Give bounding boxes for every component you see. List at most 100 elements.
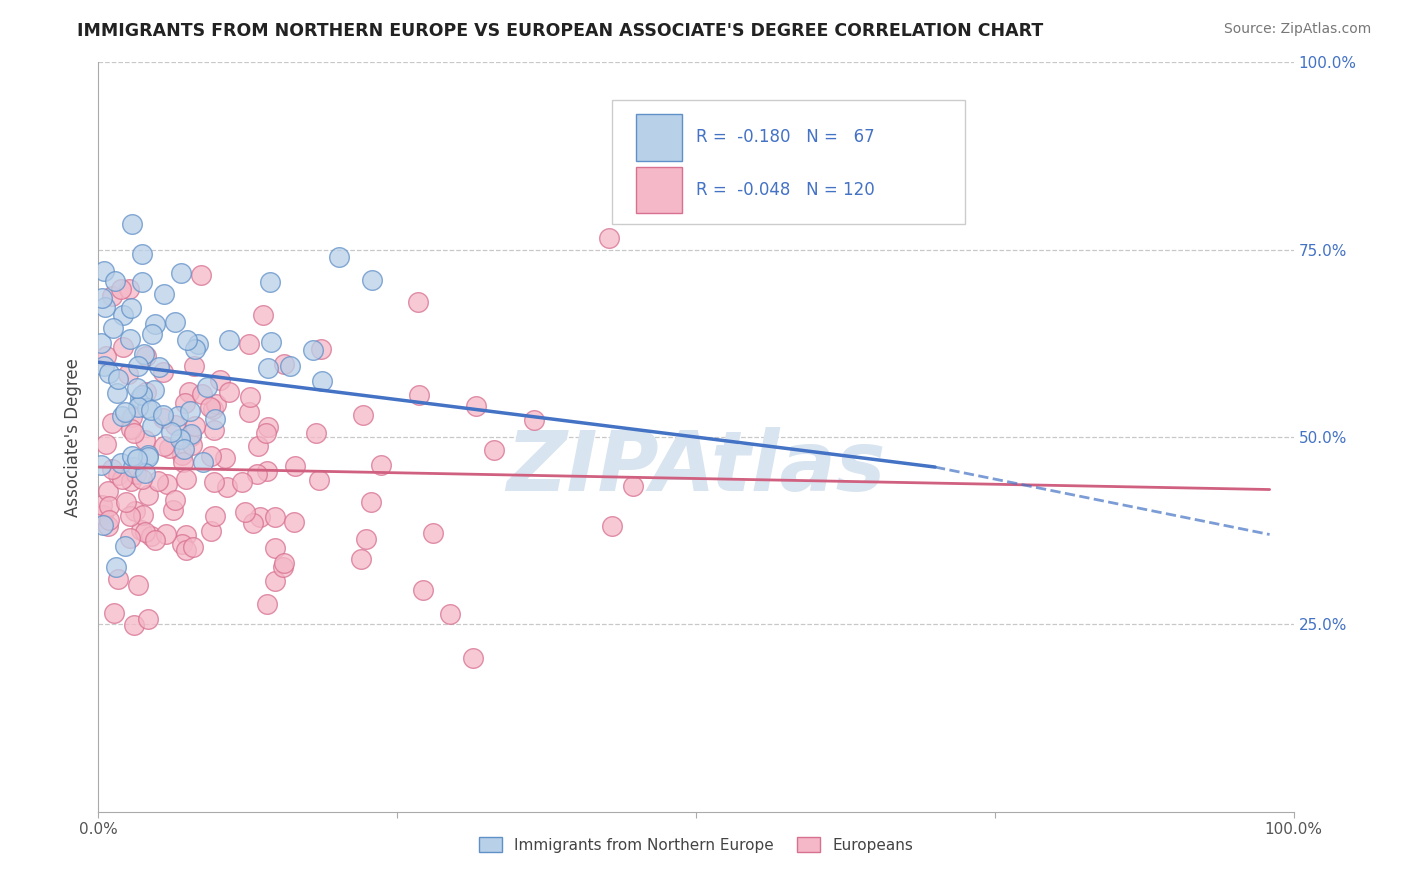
Point: [360, 495, 382, 509]
Point: [97, 518, 120, 533]
Point: [131, 523, 153, 537]
Point: [422, 525, 444, 540]
FancyBboxPatch shape: [613, 100, 965, 224]
Point: [136, 488, 159, 502]
Point: [193, 454, 215, 468]
Point: [120, 422, 142, 436]
Bar: [637, 114, 682, 161]
Point: [166, 409, 188, 423]
Point: [91, 518, 114, 533]
Point: [139, 529, 162, 543]
Point: [127, 577, 149, 591]
Y-axis label: Associate's Degree: Associate's Degree: [65, 358, 83, 516]
Point: [152, 365, 174, 379]
Point: [115, 495, 138, 509]
Point: [155, 476, 177, 491]
Point: [598, 230, 620, 244]
Point: [152, 408, 174, 422]
Point: [273, 556, 295, 570]
Point: [131, 247, 153, 261]
Point: [263, 574, 285, 588]
Point: [104, 559, 127, 574]
Point: [176, 333, 198, 347]
Point: [280, 359, 302, 373]
Point: [118, 332, 141, 346]
Point: [169, 432, 191, 446]
Point: [107, 572, 129, 586]
Point: [218, 385, 240, 400]
Point: [202, 475, 225, 490]
Point: [247, 439, 270, 453]
Point: [122, 425, 145, 440]
Point: [271, 560, 294, 574]
Point: [257, 361, 280, 376]
Point: [135, 401, 157, 415]
Point: [283, 515, 305, 529]
Point: [136, 450, 159, 464]
Point: [179, 404, 201, 418]
Point: [204, 412, 226, 426]
Point: [127, 400, 149, 414]
Point: [93, 359, 115, 374]
Point: [259, 275, 281, 289]
Point: [121, 459, 143, 474]
Point: [132, 347, 155, 361]
Point: [165, 417, 187, 432]
Point: [152, 439, 174, 453]
Text: IMMIGRANTS FROM NORTHERN EUROPE VS EUROPEAN ASSOCIATE'S DEGREE CORRELATION CHART: IMMIGRANTS FROM NORTHERN EUROPE VS EUROP…: [77, 22, 1043, 40]
Point: [125, 467, 148, 482]
Point: [170, 449, 193, 463]
Text: Source: ZipAtlas.com: Source: ZipAtlas.com: [1223, 22, 1371, 37]
Point: [165, 315, 187, 329]
Point: [181, 540, 204, 554]
Point: [135, 384, 157, 399]
Point: [143, 533, 166, 547]
Point: [200, 524, 222, 538]
Point: [132, 508, 155, 523]
Point: [110, 281, 132, 295]
Point: [91, 508, 114, 522]
Point: [183, 418, 205, 433]
Point: [100, 416, 122, 430]
Point: [482, 442, 505, 457]
Point: [117, 368, 139, 382]
Point: [174, 396, 197, 410]
Point: [105, 386, 128, 401]
Text: R =  -0.048   N = 120: R = -0.048 N = 120: [696, 181, 875, 199]
Point: [256, 420, 278, 434]
Point: [204, 509, 226, 524]
Point: [152, 411, 174, 425]
Point: [170, 267, 193, 281]
Point: [104, 274, 127, 288]
Point: [135, 350, 157, 364]
Point: [103, 607, 125, 621]
Point: [361, 273, 384, 287]
Point: [90, 458, 112, 472]
Point: [107, 467, 129, 482]
Point: [273, 357, 295, 371]
Point: [439, 607, 461, 621]
Point: [110, 409, 132, 423]
Point: [209, 373, 232, 387]
Point: [131, 276, 153, 290]
Point: [349, 552, 371, 566]
Point: [218, 333, 240, 347]
Point: [190, 268, 212, 283]
Point: [111, 340, 134, 354]
Point: [128, 392, 150, 406]
Point: [94, 437, 117, 451]
Point: [162, 503, 184, 517]
Point: [159, 425, 181, 439]
Point: [412, 583, 434, 598]
Point: [174, 543, 197, 558]
Point: [238, 336, 260, 351]
Point: [114, 539, 136, 553]
Point: [202, 401, 225, 416]
Point: [308, 474, 330, 488]
Bar: [637, 167, 682, 213]
Point: [252, 308, 274, 322]
Point: [264, 541, 287, 555]
Point: [120, 301, 142, 315]
Point: [198, 400, 221, 414]
Point: [242, 516, 264, 531]
